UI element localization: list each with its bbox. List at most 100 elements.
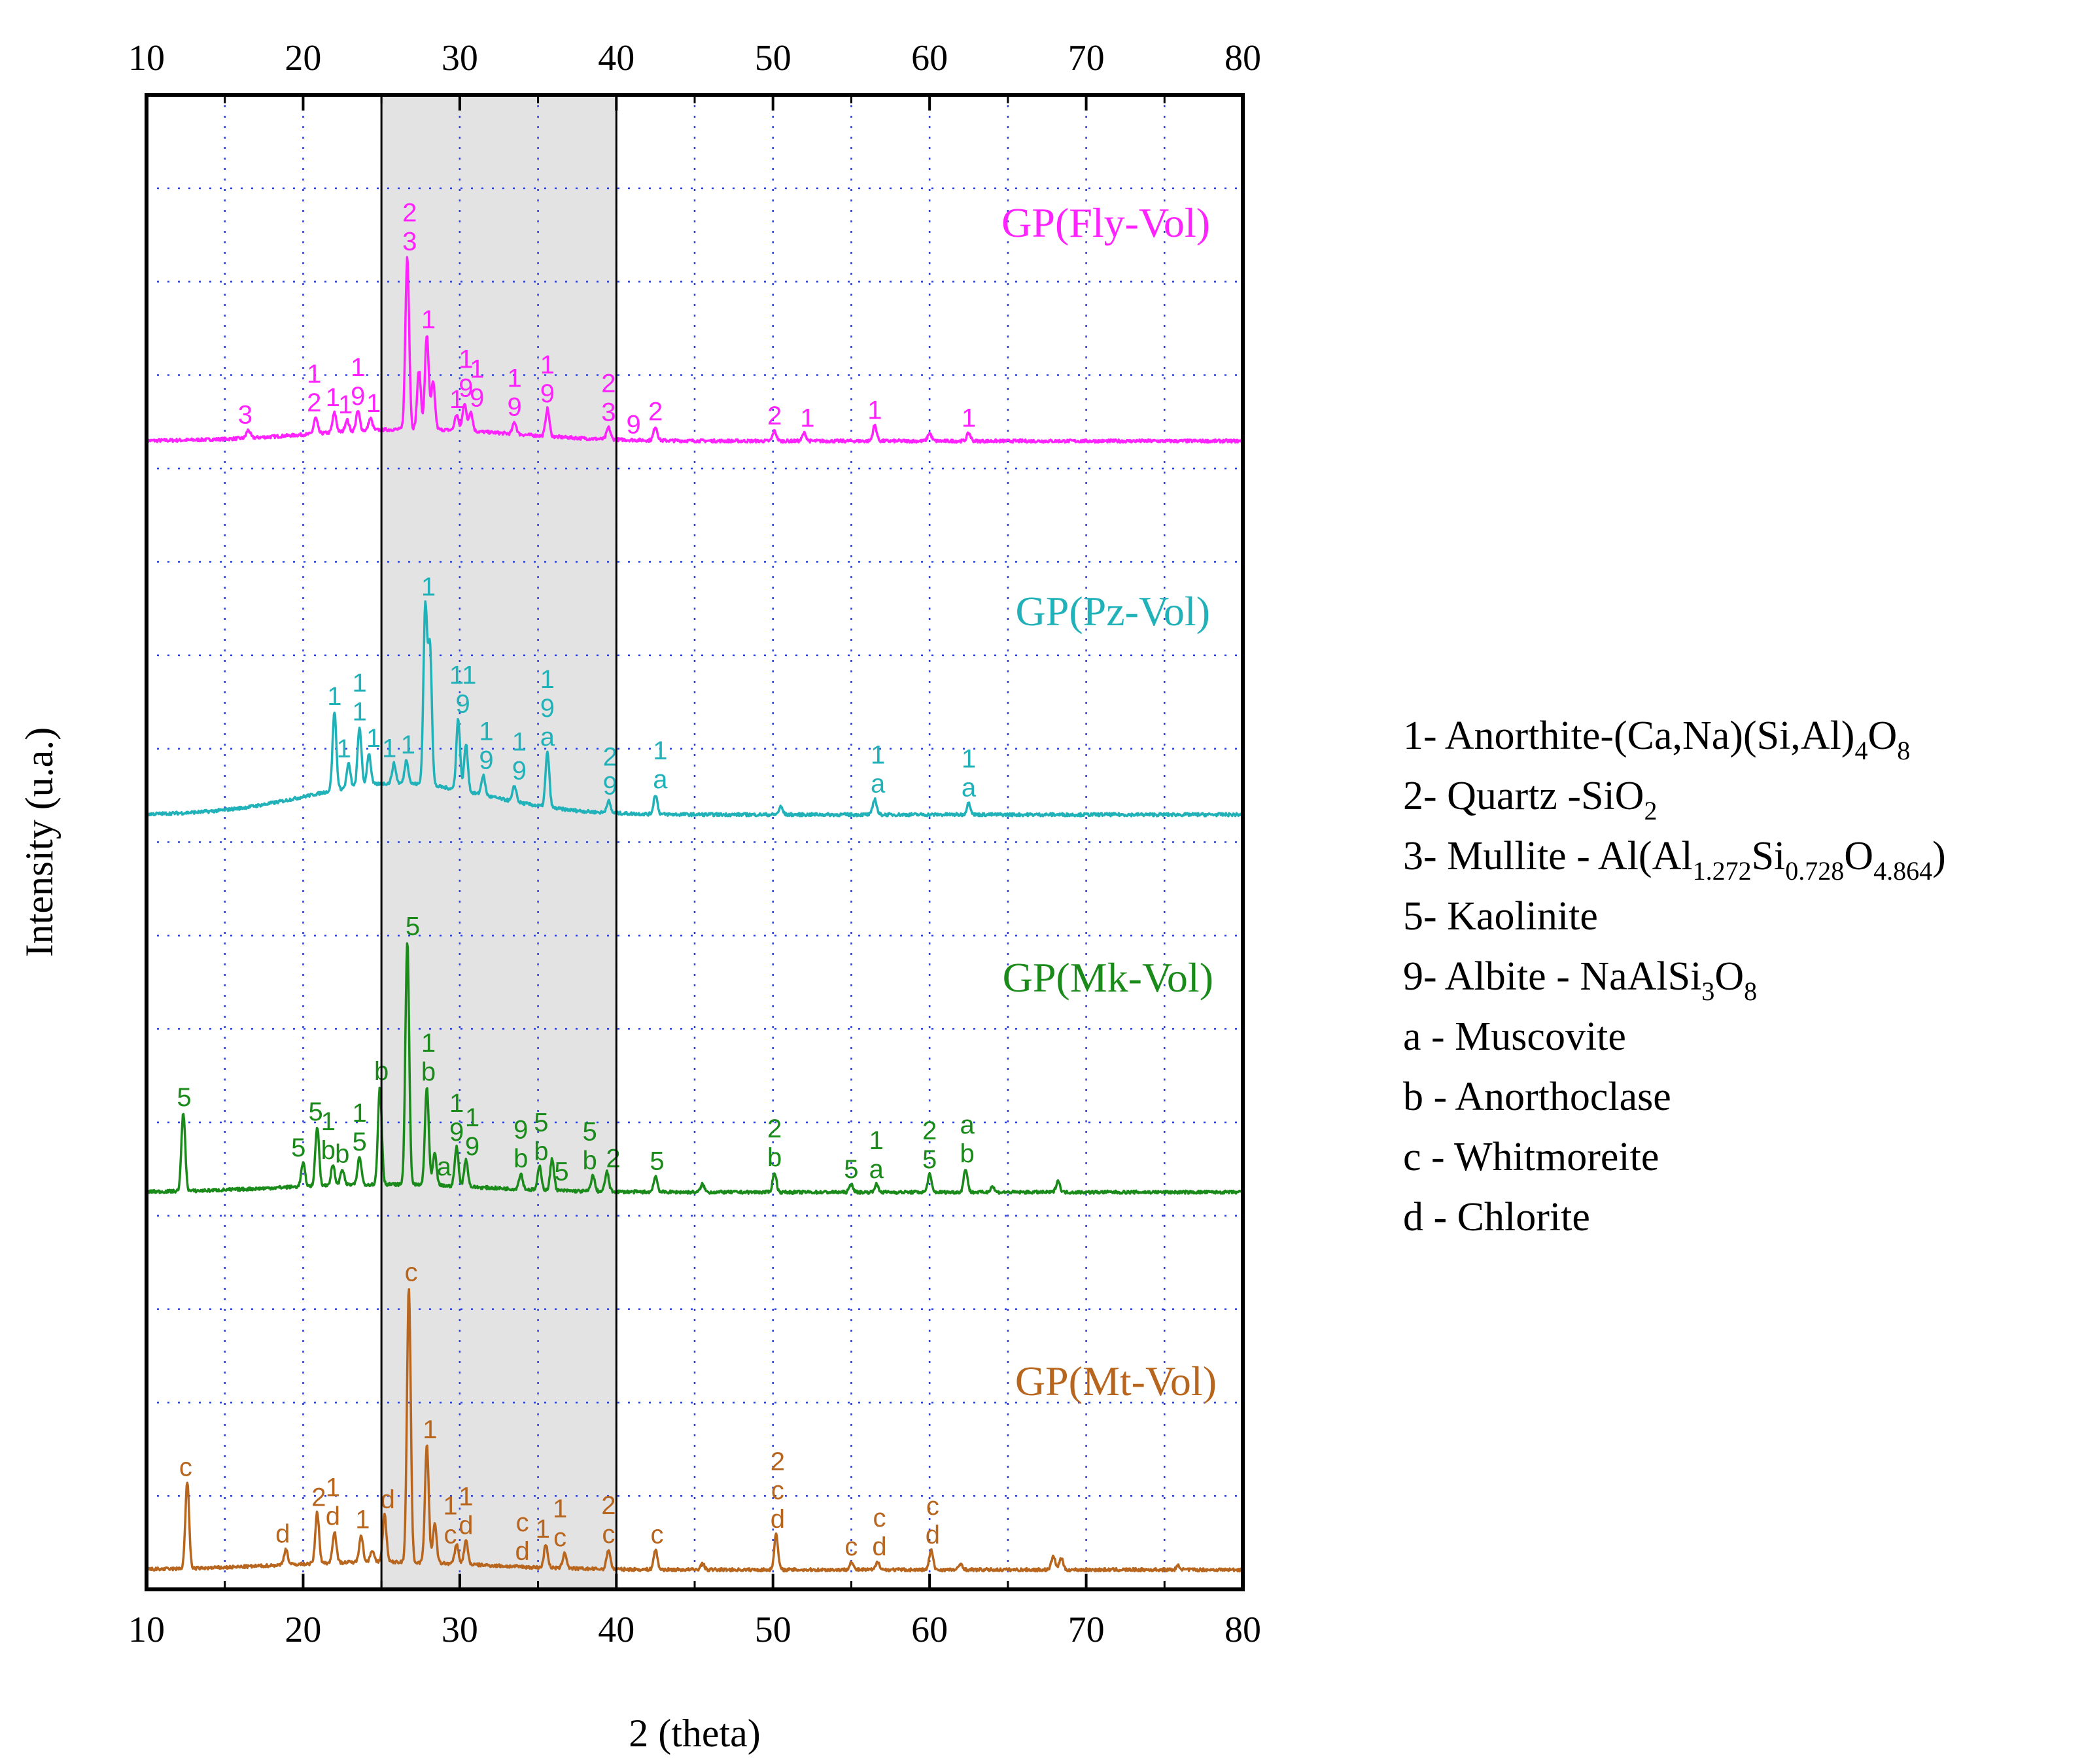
peak-label: d — [926, 1521, 940, 1549]
peak-label: 9 — [513, 1115, 528, 1144]
x-tick-label-bottom: 70 — [1068, 1610, 1105, 1650]
peak-label: 5 — [308, 1098, 322, 1126]
x-tick-label-top: 60 — [911, 38, 948, 78]
peak-label: 1 — [443, 1492, 457, 1521]
x-tick-label-top: 70 — [1068, 38, 1105, 78]
peak-label: 5 — [177, 1083, 191, 1112]
x-tick-label-top: 50 — [755, 38, 791, 78]
peak-label: 1 — [326, 1473, 340, 1502]
peak-label: 5 — [650, 1147, 664, 1175]
peak-label: 1 — [355, 1505, 370, 1534]
peak-label: a — [871, 770, 886, 799]
peak-label: 9 — [540, 379, 555, 408]
peak-label: 1 — [352, 669, 366, 698]
peak-label: a — [653, 765, 668, 794]
peak-label: 11 — [449, 661, 477, 690]
series-line-3 — [145, 942, 1243, 1195]
peak-label: 3 — [238, 401, 252, 430]
peak-label: 1 — [307, 360, 321, 389]
peak-label: 2 — [606, 1144, 620, 1173]
peak-label: c — [405, 1258, 418, 1287]
peak-label: 1 — [351, 353, 365, 382]
peak-label: 1 — [867, 396, 882, 424]
peak-label: 1 — [421, 1029, 436, 1058]
peak-label: d — [515, 1537, 530, 1566]
series-line-2 — [145, 600, 1244, 818]
peak-label: 1 — [352, 1099, 366, 1128]
peak-label: 9 — [459, 373, 473, 402]
peak-label: 2 — [311, 1483, 326, 1512]
legend-item-1: 1- Anorthite-(Ca,Na)(Si,Al)4O8 — [1403, 714, 1910, 765]
peak-label: 1 — [366, 389, 381, 418]
peak-label: 1 — [465, 1103, 479, 1132]
peak-label: 1 — [512, 728, 527, 757]
x-tick-label-bottom: 20 — [285, 1610, 321, 1650]
peak-label: 9 — [479, 746, 493, 775]
legend-item-3: 3- Mullite - Al(Al1.272Si0.728O4.864) — [1403, 834, 1946, 886]
peak-label: c — [771, 1476, 784, 1505]
peak-label: 2 — [767, 1115, 782, 1143]
peak-label: d — [326, 1502, 340, 1531]
legend-item-2: 2- Quartz -SiO2 — [1403, 774, 1657, 825]
peak-label: 1 — [653, 736, 667, 765]
peak-label: 2 — [601, 1491, 616, 1520]
legend-item-7: b - Anorthoclase — [1403, 1075, 1671, 1119]
x-tick-label-bottom: 60 — [911, 1610, 948, 1650]
peak-label: 1 — [326, 383, 340, 412]
peak-label: 1 — [459, 1483, 473, 1512]
plot-highlight-band — [381, 95, 617, 1589]
peak-label: 1 — [338, 390, 353, 419]
peak-label: a — [869, 1155, 884, 1184]
series-name-label: GP(Mt-Vol) — [1015, 1358, 1217, 1404]
y-axis-label: Intensity (u.a.) — [18, 727, 61, 958]
series-name-label: GP(Fly-Vol) — [1001, 199, 1210, 246]
peak-label: b — [582, 1147, 597, 1175]
peak-label: 9 — [351, 382, 365, 411]
peak-label: 5 — [554, 1158, 568, 1186]
peak-label: 5 — [352, 1128, 366, 1156]
peak-label: 3 — [402, 227, 417, 256]
peak-label: d — [381, 1485, 395, 1514]
x-axis-label: 2 (theta) — [629, 1712, 761, 1755]
peak-label: 1 — [327, 682, 341, 711]
peak-label: 1 — [540, 351, 555, 379]
peak-label: 1 — [321, 1107, 336, 1136]
peak-label: 2 — [402, 198, 417, 227]
x-tick-label-bottom: 10 — [128, 1610, 165, 1650]
peak-label: 5 — [582, 1118, 597, 1147]
peak-label: 2 — [771, 1447, 785, 1476]
peak-label: 5 — [291, 1133, 305, 1162]
axis-ticks: 10 10 20 20 30 30 40 40 50 50 60 60 70 70 80 80 — [128, 38, 1261, 1650]
peak-label: 9 — [470, 384, 484, 413]
peak-label: b — [767, 1143, 782, 1172]
peak-label: b — [321, 1136, 336, 1165]
peak-label: 1 — [508, 364, 522, 393]
peak-label: c — [553, 1523, 566, 1552]
peak-label: c — [179, 1453, 192, 1481]
peak-label: 1 — [401, 731, 415, 759]
series-name-label: GP(Pz-Vol) — [1016, 588, 1211, 634]
peak-label: 2 — [648, 397, 663, 426]
peak-label: 1 — [459, 345, 473, 373]
peak-label: c — [443, 1521, 457, 1549]
peak-label: d — [459, 1512, 473, 1540]
peak-label: 1 — [962, 404, 976, 432]
peak-label: 2 — [922, 1116, 937, 1145]
peak-label: 1 — [337, 735, 351, 763]
peak-label: 1 — [421, 305, 436, 334]
peak-label: 1 — [553, 1495, 567, 1523]
peak-label: 9 — [456, 690, 470, 719]
peak-label: 1 — [540, 665, 555, 694]
peak-label: c — [844, 1532, 858, 1561]
peak-label: 9 — [603, 772, 617, 801]
peak-label: c — [602, 1520, 615, 1549]
series-group — [145, 256, 1244, 1573]
peak-label: 9 — [512, 757, 527, 786]
peak-label: 1 — [421, 573, 436, 602]
x-tick-label-bottom: 30 — [442, 1610, 478, 1650]
peak-label: b — [421, 1058, 436, 1086]
peak-label: 1 — [423, 1415, 437, 1444]
x-tick-label-top: 20 — [285, 38, 321, 78]
